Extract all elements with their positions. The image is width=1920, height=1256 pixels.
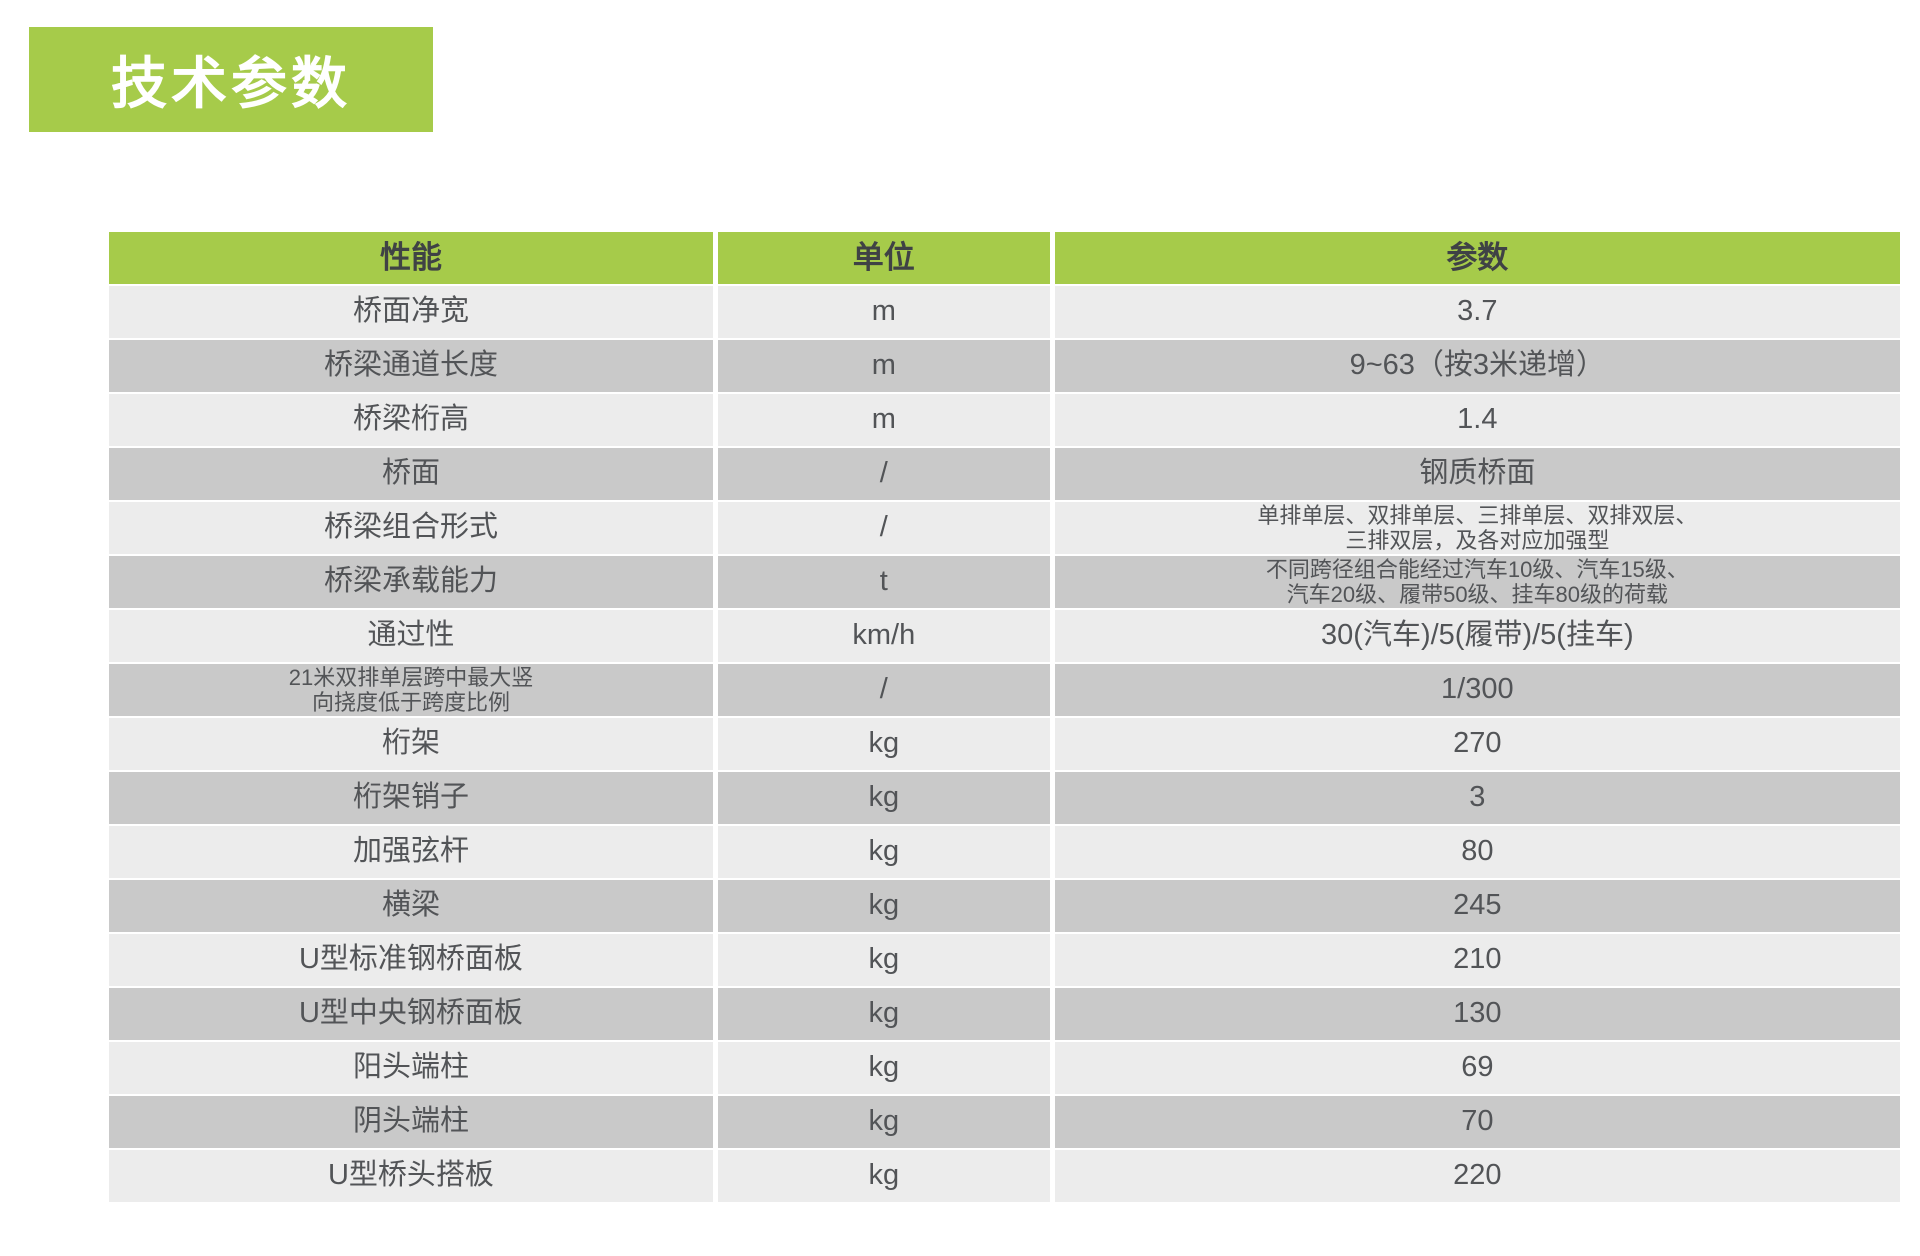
row-unit: kg [717, 1042, 1055, 1096]
row-name: 桥面净宽 [109, 286, 718, 340]
row-name: 桥面 [109, 448, 718, 502]
row-name: U型中央钢桥面板 [109, 988, 718, 1042]
row-unit: / [717, 664, 1055, 718]
row-unit: kg [717, 988, 1055, 1042]
row-value: 单排单层、双排单层、三排单层、双排双层、 三排双层，及各对应加强型 [1054, 502, 1900, 556]
table-row: 桥面 / 钢质桥面 [109, 448, 1900, 502]
row-name: 21米双排单层跨中最大竖 向挠度低于跨度比例 [109, 664, 718, 718]
row-name: 阴头端柱 [109, 1096, 718, 1150]
row-value: 80 [1054, 826, 1900, 880]
technical-parameters-table: 性能 单位 参数 桥面净宽 m 3.7 桥梁通道长度 m 9~63（按3米递增）… [109, 232, 1900, 1204]
row-value: 70 [1054, 1096, 1900, 1150]
table-row: 加强弦杆 kg 80 [109, 826, 1900, 880]
row-unit: kg [717, 880, 1055, 934]
row-unit: / [717, 448, 1055, 502]
row-unit: / [717, 502, 1055, 556]
row-name: 横梁 [109, 880, 718, 934]
column-header-unit: 单位 [717, 232, 1055, 286]
table-row: 横梁 kg 245 [109, 880, 1900, 934]
row-value: 69 [1054, 1042, 1900, 1096]
row-value: 130 [1054, 988, 1900, 1042]
row-name: 桁架 [109, 718, 718, 772]
table-row: 阴头端柱 kg 70 [109, 1096, 1900, 1150]
row-value: 不同跨径组合能经过汽车10级、汽车15级、 汽车20级、履带50级、挂车80级的… [1054, 556, 1900, 610]
row-name: U型桥头搭板 [109, 1150, 718, 1204]
row-unit: kg [717, 934, 1055, 988]
table-row: 桁架 kg 270 [109, 718, 1900, 772]
row-unit: m [717, 286, 1055, 340]
row-name: 桥梁通道长度 [109, 340, 718, 394]
table-row: 桥梁承载能力 t 不同跨径组合能经过汽车10级、汽车15级、 汽车20级、履带5… [109, 556, 1900, 610]
row-value: 9~63（按3米递增） [1054, 340, 1900, 394]
table-row: 桥梁通道长度 m 9~63（按3米递增） [109, 340, 1900, 394]
row-name: 桁架销子 [109, 772, 718, 826]
row-value: 30(汽车)/5(履带)/5(挂车) [1054, 610, 1900, 664]
table-row: 桥梁桁高 m 1.4 [109, 394, 1900, 448]
table-row: 桥面净宽 m 3.7 [109, 286, 1900, 340]
row-unit: m [717, 340, 1055, 394]
row-name: U型标准钢桥面板 [109, 934, 718, 988]
row-name: 通过性 [109, 610, 718, 664]
section-title-badge: 技术参数 [29, 27, 433, 132]
row-value: 1/300 [1054, 664, 1900, 718]
row-value: 钢质桥面 [1054, 448, 1900, 502]
row-name: 阳头端柱 [109, 1042, 718, 1096]
table-row: 桁架销子 kg 3 [109, 772, 1900, 826]
row-value: 1.4 [1054, 394, 1900, 448]
column-header-performance: 性能 [109, 232, 718, 286]
row-unit: km/h [717, 610, 1055, 664]
row-value: 245 [1054, 880, 1900, 934]
table-row: 阳头端柱 kg 69 [109, 1042, 1900, 1096]
table-row: 通过性 km/h 30(汽车)/5(履带)/5(挂车) [109, 610, 1900, 664]
table-row: U型桥头搭板 kg 220 [109, 1150, 1900, 1204]
row-unit: kg [717, 718, 1055, 772]
row-unit: kg [717, 1150, 1055, 1204]
row-name: 加强弦杆 [109, 826, 718, 880]
row-unit: m [717, 394, 1055, 448]
table-row: U型中央钢桥面板 kg 130 [109, 988, 1900, 1042]
row-unit: kg [717, 1096, 1055, 1150]
table-header-row: 性能 单位 参数 [109, 232, 1900, 286]
row-value: 270 [1054, 718, 1900, 772]
section-title: 技术参数 [111, 52, 351, 115]
row-unit: kg [717, 772, 1055, 826]
table-row: U型标准钢桥面板 kg 210 [109, 934, 1900, 988]
row-name: 桥梁桁高 [109, 394, 718, 448]
row-value: 3 [1054, 772, 1900, 826]
column-header-parameter: 参数 [1054, 232, 1900, 286]
row-name: 桥梁承载能力 [109, 556, 718, 610]
row-value: 3.7 [1054, 286, 1900, 340]
row-name: 桥梁组合形式 [109, 502, 718, 556]
row-value: 210 [1054, 934, 1900, 988]
row-value: 220 [1054, 1150, 1900, 1204]
row-unit: t [717, 556, 1055, 610]
table-row: 21米双排单层跨中最大竖 向挠度低于跨度比例 / 1/300 [109, 664, 1900, 718]
row-unit: kg [717, 826, 1055, 880]
table-row: 桥梁组合形式 / 单排单层、双排单层、三排单层、双排双层、 三排双层，及各对应加… [109, 502, 1900, 556]
